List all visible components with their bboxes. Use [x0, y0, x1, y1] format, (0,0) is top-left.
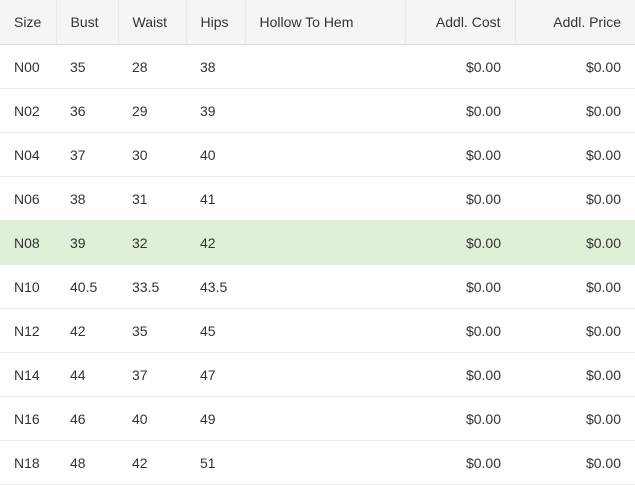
- table-row[interactable]: N14 44 37 47 $0.00 $0.00: [0, 352, 635, 397]
- cell-waist: 42: [118, 440, 186, 485]
- column-header-price[interactable]: Addl. Price: [515, 0, 635, 45]
- cell-hollow: [245, 352, 405, 397]
- cell-waist: 29: [118, 88, 186, 133]
- cell-hollow: [245, 220, 405, 265]
- cell-bust: 35: [56, 44, 118, 89]
- cell-hollow: [245, 308, 405, 353]
- cell-waist: 35: [118, 308, 186, 353]
- cell-bust: 44: [56, 352, 118, 397]
- cell-cost: $0.00: [405, 308, 515, 353]
- cell-hollow: [245, 88, 405, 133]
- table-row[interactable]: N12 42 35 45 $0.00 $0.00: [0, 308, 635, 353]
- cell-bust: 48: [56, 440, 118, 485]
- cell-hips: 45: [186, 308, 245, 353]
- cell-hips: 42: [186, 220, 245, 265]
- cell-bust: 39: [56, 220, 118, 265]
- column-header-hollow[interactable]: Hollow To Hem: [245, 0, 406, 45]
- cell-price: $0.00: [515, 352, 635, 397]
- cell-price: $0.00: [515, 44, 635, 89]
- table-header: Size Bust Waist Hips Hollow To Hem Addl. Cost…: [0, 0, 635, 45]
- column-header-waist[interactable]: Waist: [118, 0, 187, 45]
- cell-size: N02: [0, 88, 56, 133]
- table-row[interactable]: N10 40.5 33.5 43.5 $0.00 $0.00: [0, 264, 635, 309]
- table-row[interactable]: N00 35 28 38 $0.00 $0.00: [0, 44, 635, 89]
- column-header-hips[interactable]: Hips: [186, 0, 246, 45]
- cell-hips: 39: [186, 88, 245, 133]
- cell-cost: $0.00: [405, 396, 515, 441]
- cell-hollow: [245, 264, 405, 309]
- cell-hips: 49: [186, 396, 245, 441]
- cell-hips: 47: [186, 352, 245, 397]
- cell-cost: $0.00: [405, 352, 515, 397]
- cell-hollow: [245, 440, 405, 485]
- cell-bust: 36: [56, 88, 118, 133]
- cell-cost: $0.00: [405, 132, 515, 177]
- cell-bust: 42: [56, 308, 118, 353]
- cell-price: $0.00: [515, 88, 635, 133]
- cell-hips: 51: [186, 440, 245, 485]
- cell-bust: 40.5: [56, 264, 118, 309]
- table-row[interactable]: N02 36 29 39 $0.00 $0.00: [0, 88, 635, 133]
- cell-hips: 41: [186, 176, 245, 221]
- cell-price: $0.00: [515, 308, 635, 353]
- cell-hollow: [245, 176, 405, 221]
- cell-price: $0.00: [515, 396, 635, 441]
- cell-price: $0.00: [515, 176, 635, 221]
- cell-size: N10: [0, 264, 56, 309]
- cell-waist: 30: [118, 132, 186, 177]
- cell-waist: 37: [118, 352, 186, 397]
- column-header-size[interactable]: Size: [0, 0, 57, 45]
- cell-size: N14: [0, 352, 56, 397]
- cell-size: N18: [0, 440, 56, 485]
- cell-hips: 38: [186, 44, 245, 89]
- cell-hollow: [245, 132, 405, 177]
- cell-hollow: [245, 44, 405, 89]
- cell-waist: 33.5: [118, 264, 186, 309]
- cell-price: $0.00: [515, 132, 635, 177]
- cell-waist: 40: [118, 396, 186, 441]
- cell-waist: 31: [118, 176, 186, 221]
- table-row[interactable]: N18 48 42 51 $0.00 $0.00: [0, 440, 635, 485]
- cell-price: $0.00: [515, 220, 635, 265]
- cell-price: $0.00: [515, 440, 635, 485]
- cell-cost: $0.00: [405, 44, 515, 89]
- cell-cost: $0.00: [405, 176, 515, 221]
- cell-bust: 38: [56, 176, 118, 221]
- cell-size: N12: [0, 308, 56, 353]
- cell-size: N08: [0, 220, 56, 265]
- cell-cost: $0.00: [405, 440, 515, 485]
- table-row[interactable]: N06 38 31 41 $0.00 $0.00: [0, 176, 635, 221]
- cell-waist: 28: [118, 44, 186, 89]
- cell-size: N16: [0, 396, 56, 441]
- cell-hips: 40: [186, 132, 245, 177]
- cell-hollow: [245, 396, 405, 441]
- table-row[interactable]: N16 46 40 49 $0.00 $0.00: [0, 396, 635, 441]
- column-header-bust[interactable]: Bust: [56, 0, 119, 45]
- cell-size: N06: [0, 176, 56, 221]
- table-body: N00 35 28 38 $0.00 $0.00 N02 36 29 39 $0.00 $0.00 N0…: [0, 44, 635, 485]
- cell-bust: 46: [56, 396, 118, 441]
- cell-cost: $0.00: [405, 220, 515, 265]
- cell-cost: $0.00: [405, 88, 515, 133]
- table-row[interactable]: N04 37 30 40 $0.00 $0.00: [0, 132, 635, 177]
- cell-size: N00: [0, 44, 56, 89]
- table-header-row: Size Bust Waist Hips Hollow To Hem Addl. Cost…: [0, 0, 635, 45]
- cell-hips: 43.5: [186, 264, 245, 309]
- cell-cost: $0.00: [405, 264, 515, 309]
- column-header-cost[interactable]: Addl. Cost: [405, 0, 516, 45]
- cell-bust: 37: [56, 132, 118, 177]
- table-row[interactable]: N08 39 32 42 $0.00 $0.00: [0, 220, 635, 265]
- cell-size: N04: [0, 132, 56, 177]
- cell-waist: 32: [118, 220, 186, 265]
- cell-price: $0.00: [515, 264, 635, 309]
